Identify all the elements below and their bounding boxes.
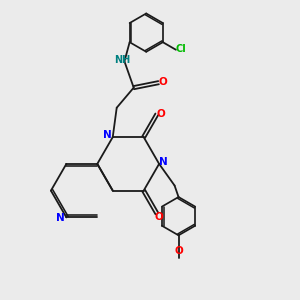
Text: O: O xyxy=(175,246,184,256)
Text: NH: NH xyxy=(114,55,130,65)
Text: N: N xyxy=(103,130,112,140)
Text: O: O xyxy=(156,109,165,118)
Text: N: N xyxy=(160,157,168,167)
Text: N: N xyxy=(56,213,65,223)
Text: O: O xyxy=(158,77,167,87)
Text: Cl: Cl xyxy=(176,44,186,54)
Text: O: O xyxy=(154,212,163,222)
